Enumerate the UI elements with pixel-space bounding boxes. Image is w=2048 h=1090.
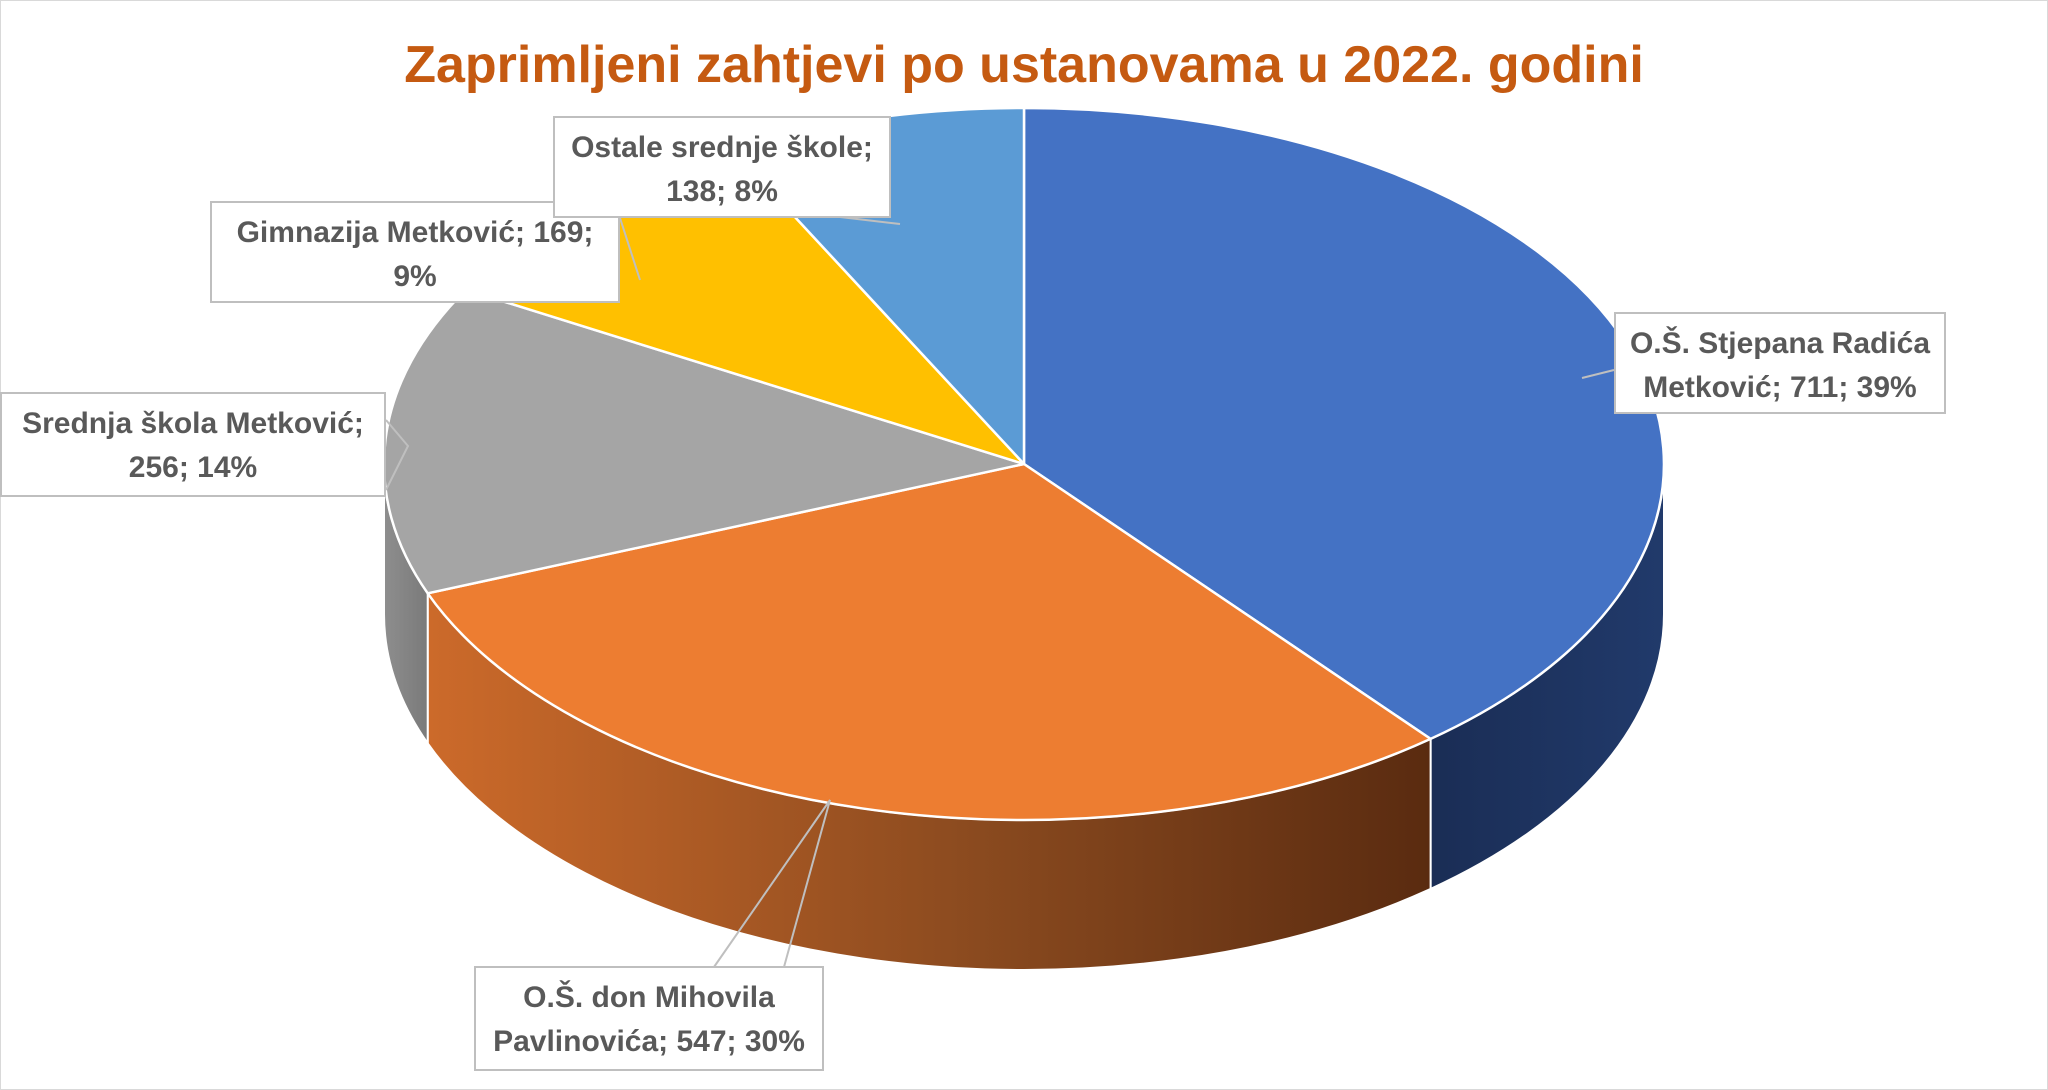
- data-label-gimnazija-metkovic: Gimnazija Metković; 169; 9%: [210, 201, 641, 303]
- data-label-box: [210, 201, 620, 303]
- data-label-ostale-srednje-skole: Ostale srednje škole; 138; 8%: [553, 116, 901, 225]
- leader-line: [713, 799, 831, 968]
- data-label-line: 138; 8%: [666, 175, 778, 208]
- data-label-line: Metković; 711; 39%: [1643, 371, 1916, 404]
- pie-slices: [382, 106, 1666, 822]
- data-label-box: [553, 116, 891, 218]
- leader-line: [385, 419, 410, 491]
- leader-line: [839, 216, 901, 225]
- data-label-line: Pavlinovića; 547; 30%: [493, 1025, 805, 1058]
- data-label-o-s-don-mihovila-pavlinovica: O.Š. don Mihovila Pavlinovića; 547; 30%: [474, 799, 831, 1071]
- data-label-line: Ostale srednje škole;: [571, 131, 873, 164]
- chart-title: Zaprimljeni zahtjevi po ustanovama u 202…: [404, 36, 1644, 94]
- data-label-line: 9%: [393, 260, 436, 293]
- data-label-line: Srednja škola Metković;: [22, 407, 364, 440]
- data-label-line: Gimnazija Metković; 169;: [237, 216, 594, 249]
- data-label-box: [1614, 312, 1946, 414]
- data-label-srednja-skola-metkovic: Srednja škola Metković; 256; 14%: [0, 392, 410, 497]
- data-label-line: O.Š. Stjepana Radića: [1630, 326, 1930, 360]
- pie-slice-o-s-don-mihovila-pavlinovica[interactable]: [426, 462, 1432, 822]
- data-label-box: [0, 392, 386, 497]
- data-label-o-s-stjepana-radica-metkovic: O.Š. Stjepana Radića Metković; 711; 39%: [1581, 312, 1946, 414]
- data-label-line: O.Š. don Mihovila: [523, 980, 775, 1014]
- leader-line: [1581, 369, 1615, 379]
- leader-line: [619, 217, 641, 281]
- data-label-line: 256; 14%: [129, 451, 257, 484]
- data-label-box: [474, 966, 824, 1071]
